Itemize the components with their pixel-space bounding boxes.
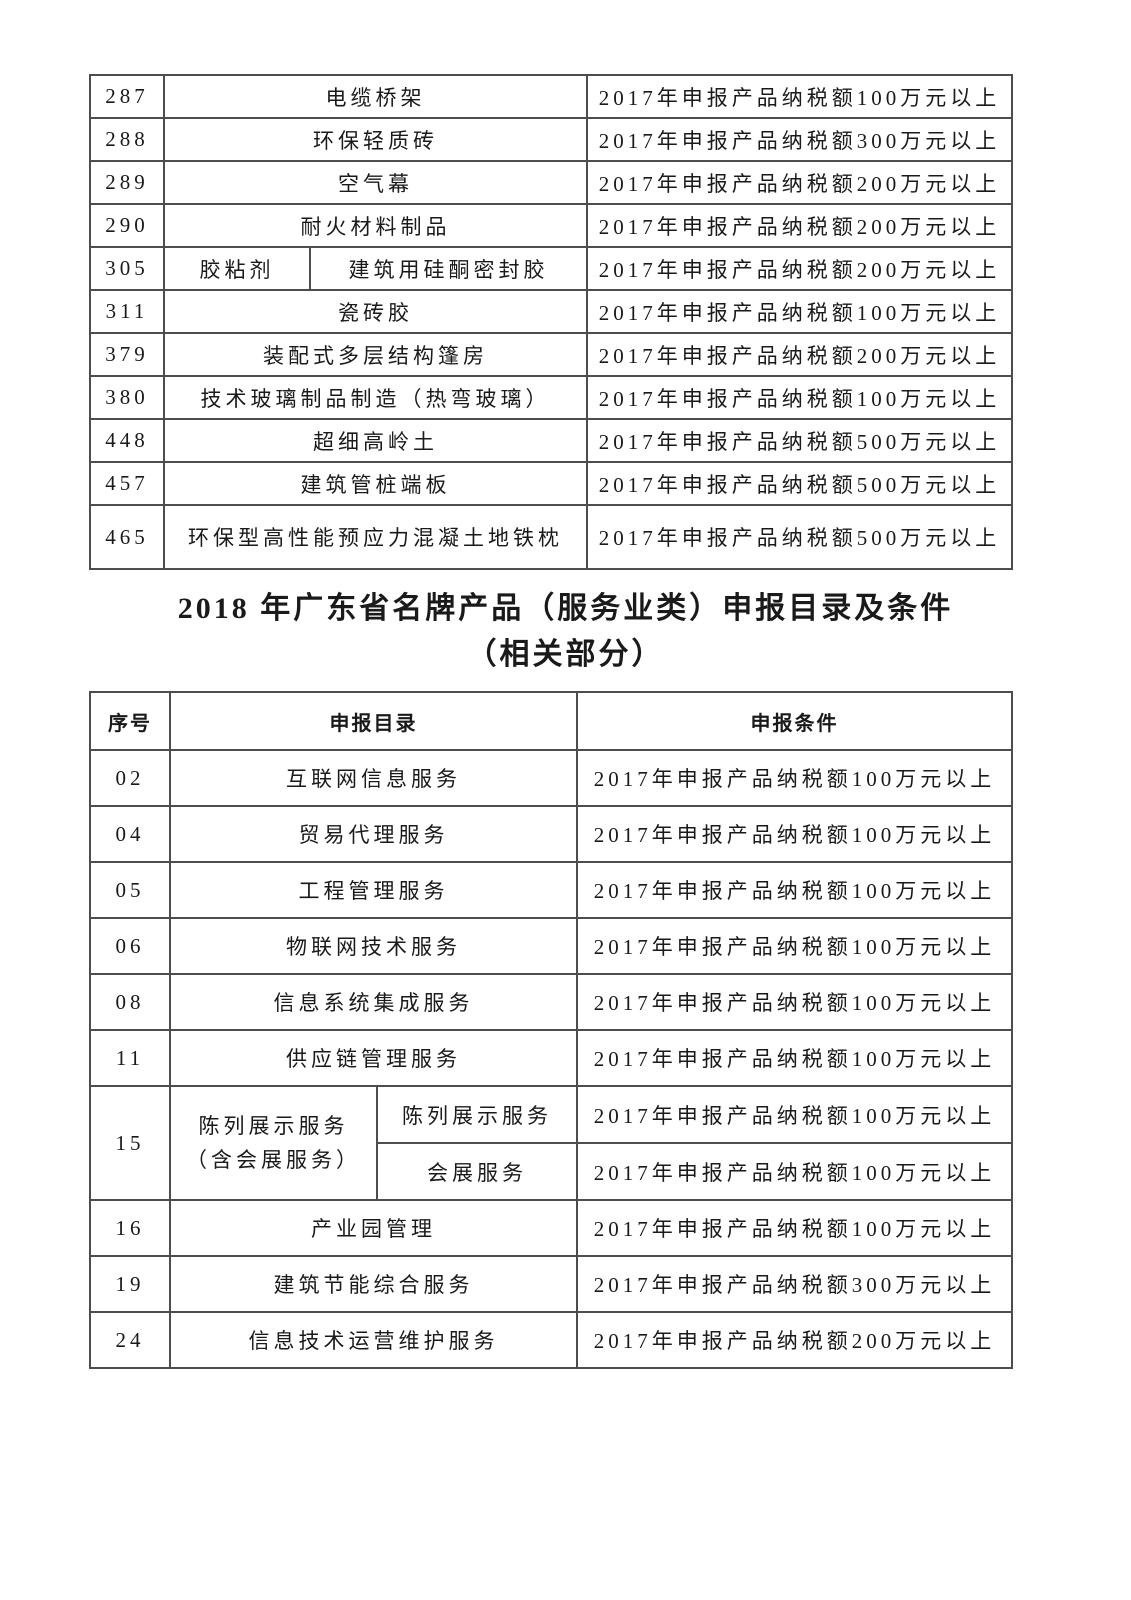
condition-cell: 2017年申报产品纳税额200万元以上 <box>576 1311 1013 1369</box>
table-row: 465 环保型高性能预应力混凝土地铁枕 2017年申报产品纳税额500万元以上 <box>89 504 1013 570</box>
condition-cell: 2017年申报产品纳税额100万元以上 <box>576 1142 1013 1201</box>
table-row: 288 环保轻质砖 2017年申报产品纳税额300万元以上 <box>89 117 1013 162</box>
serial-cell: 06 <box>89 917 171 975</box>
condition-cell: 2017年申报产品纳税额500万元以上 <box>586 461 1013 506</box>
serial-cell: 379 <box>89 332 165 377</box>
serial-cell: 305 <box>89 246 165 291</box>
condition-cell: 2017年申报产品纳税额100万元以上 <box>576 973 1013 1031</box>
header-serial: 序号 <box>89 691 171 751</box>
table-row: 19 建筑节能综合服务 2017年申报产品纳税额300万元以上 <box>89 1255 1013 1313</box>
table-row: 311 瓷砖胶 2017年申报产品纳税额100万元以上 <box>89 289 1013 334</box>
header-condition: 申报条件 <box>576 691 1013 751</box>
table-row: 287 电缆桥架 2017年申报产品纳税额100万元以上 <box>89 74 1013 119</box>
table-row: 379 装配式多层结构篷房 2017年申报产品纳税额200万元以上 <box>89 332 1013 377</box>
condition-cell: 2017年申报产品纳税额200万元以上 <box>586 160 1013 205</box>
table-row: 289 空气幕 2017年申报产品纳税额200万元以上 <box>89 160 1013 205</box>
table-row: 11 供应链管理服务 2017年申报产品纳税额100万元以上 <box>89 1029 1013 1087</box>
serial-cell: 24 <box>89 1311 171 1369</box>
serial-cell: 289 <box>89 160 165 205</box>
condition-cell: 2017年申报产品纳税额100万元以上 <box>576 1029 1013 1087</box>
serial-cell: 288 <box>89 117 165 162</box>
serial-cell: 05 <box>89 861 171 919</box>
condition-cell: 2017年申报产品纳税额300万元以上 <box>586 117 1013 162</box>
section-title-line2: （相关部分） <box>466 638 665 671</box>
condition-cell: 2017年申报产品纳税额100万元以上 <box>586 74 1013 119</box>
condition-cell: 2017年申报产品纳税额300万元以上 <box>576 1255 1013 1313</box>
condition-cell: 2017年申报产品纳税额200万元以上 <box>586 246 1013 291</box>
catalog-cell: 信息系统集成服务 <box>169 973 578 1031</box>
header-catalog: 申报目录 <box>169 691 578 751</box>
catalog-cell: 装配式多层结构篷房 <box>163 332 588 377</box>
condition-cell: 2017年申报产品纳税额200万元以上 <box>586 332 1013 377</box>
table-row: 08 信息系统集成服务 2017年申报产品纳税额100万元以上 <box>89 973 1013 1031</box>
catalog-sub-cell: 陈列展示服务 <box>376 1085 578 1144</box>
condition-cell: 2017年申报产品纳税额500万元以上 <box>586 504 1013 570</box>
condition-cell: 2017年申报产品纳税额100万元以上 <box>576 1085 1013 1144</box>
table-row: 16 产业园管理 2017年申报产品纳税额100万元以上 <box>89 1199 1013 1257</box>
condition-cell: 2017年申报产品纳税额100万元以上 <box>576 749 1013 807</box>
catalog-cell: 超细高岭土 <box>163 418 588 463</box>
products-table: 287 电缆桥架 2017年申报产品纳税额100万元以上 288 环保轻质砖 2… <box>89 74 1013 570</box>
catalog-cell: 工程管理服务 <box>169 861 578 919</box>
catalog-group-cell: 胶粘剂 <box>163 246 311 291</box>
catalog-cell: 环保型高性能预应力混凝土地铁枕 <box>163 504 588 570</box>
section-title-line1: 2018 年广东省名牌产品（服务业类）申报目录及条件 <box>177 592 954 625</box>
serial-cell: 311 <box>89 289 165 334</box>
table-row: 290 耐火材料制品 2017年申报产品纳税额200万元以上 <box>89 203 1013 248</box>
condition-cell: 2017年申报产品纳税额500万元以上 <box>586 418 1013 463</box>
table-row: 会展服务 2017年申报产品纳税额100万元以上 <box>90 1142 1013 1201</box>
serial-cell: 287 <box>89 74 165 119</box>
catalog-cell: 互联网信息服务 <box>169 749 578 807</box>
catalog-sub-cell: 会展服务 <box>376 1142 578 1201</box>
catalog-cell: 耐火材料制品 <box>163 203 588 248</box>
serial-cell: 08 <box>89 973 171 1031</box>
serial-cell: 465 <box>89 504 165 570</box>
section-title: 2018 年广东省名牌产品（服务业类）申报目录及条件 （相关部分） <box>0 586 1131 678</box>
condition-cell: 2017年申报产品纳税额100万元以上 <box>576 805 1013 863</box>
condition-cell: 2017年申报产品纳税额100万元以上 <box>576 861 1013 919</box>
condition-cell: 2017年申报产品纳税额200万元以上 <box>586 203 1013 248</box>
catalog-group-cell: 陈列展示服务（含会展服务） <box>169 1085 378 1201</box>
condition-cell: 2017年申报产品纳税额100万元以上 <box>576 1199 1013 1257</box>
catalog-cell: 信息技术运营维护服务 <box>169 1311 578 1369</box>
table-row: 24 信息技术运营维护服务 2017年申报产品纳税额200万元以上 <box>89 1311 1013 1369</box>
catalog-sub-cell: 建筑用硅酮密封胶 <box>309 246 588 291</box>
services-table: 序号 申报目录 申报条件 02 互联网信息服务 2017年申报产品纳税额100万… <box>89 691 1013 1369</box>
condition-cell: 2017年申报产品纳税额100万元以上 <box>576 917 1013 975</box>
catalog-cell: 环保轻质砖 <box>163 117 588 162</box>
catalog-cell: 电缆桥架 <box>163 74 588 119</box>
serial-cell: 380 <box>89 375 165 420</box>
serial-cell: 15 <box>89 1085 171 1201</box>
condition-cell: 2017年申报产品纳税额100万元以上 <box>586 289 1013 334</box>
table-row: 448 超细高岭土 2017年申报产品纳税额500万元以上 <box>89 418 1013 463</box>
catalog-cell: 建筑节能综合服务 <box>169 1255 578 1313</box>
serial-cell: 02 <box>89 749 171 807</box>
table-row: 06 物联网技术服务 2017年申报产品纳税额100万元以上 <box>89 917 1013 975</box>
catalog-cell: 供应链管理服务 <box>169 1029 578 1087</box>
catalog-cell: 建筑管桩端板 <box>163 461 588 506</box>
table-row: 15 陈列展示服务（含会展服务） 陈列展示服务 2017年申报产品纳税额100万… <box>89 1085 1013 1201</box>
table-row: 457 建筑管桩端板 2017年申报产品纳税额500万元以上 <box>89 461 1013 506</box>
table-row: 305 胶粘剂 建筑用硅酮密封胶 2017年申报产品纳税额200万元以上 <box>89 246 1013 291</box>
table-row: 380 技术玻璃制品制造（热弯玻璃） 2017年申报产品纳税额100万元以上 <box>89 375 1013 420</box>
serial-cell: 290 <box>89 203 165 248</box>
table-row: 05 工程管理服务 2017年申报产品纳税额100万元以上 <box>89 861 1013 919</box>
serial-cell: 04 <box>89 805 171 863</box>
table-row: 02 互联网信息服务 2017年申报产品纳税额100万元以上 <box>89 749 1013 807</box>
catalog-cell: 瓷砖胶 <box>163 289 588 334</box>
serial-cell: 11 <box>89 1029 171 1087</box>
serial-cell: 19 <box>89 1255 171 1313</box>
catalog-cell: 产业园管理 <box>169 1199 578 1257</box>
table-row: 04 贸易代理服务 2017年申报产品纳税额100万元以上 <box>89 805 1013 863</box>
condition-cell: 2017年申报产品纳税额100万元以上 <box>586 375 1013 420</box>
table-header-row: 序号 申报目录 申报条件 <box>89 691 1013 751</box>
serial-cell: 457 <box>89 461 165 506</box>
catalog-cell: 贸易代理服务 <box>169 805 578 863</box>
catalog-cell: 物联网技术服务 <box>169 917 578 975</box>
catalog-cell: 技术玻璃制品制造（热弯玻璃） <box>163 375 588 420</box>
serial-cell: 448 <box>89 418 165 463</box>
catalog-cell: 空气幕 <box>163 160 588 205</box>
serial-cell: 16 <box>89 1199 171 1257</box>
